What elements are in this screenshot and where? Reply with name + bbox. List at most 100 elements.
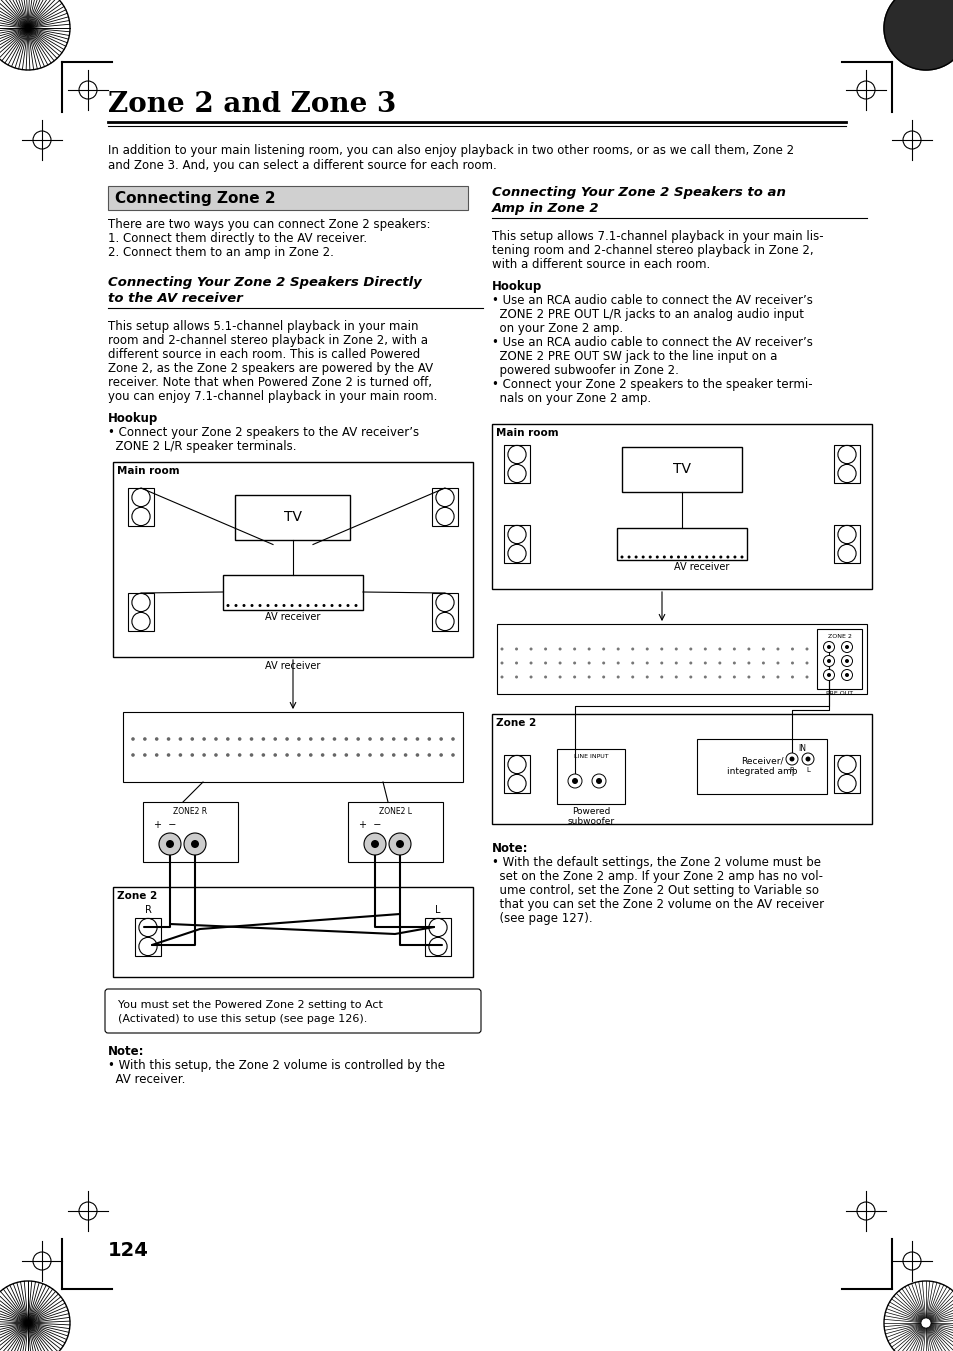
Circle shape	[296, 738, 300, 740]
Circle shape	[733, 555, 736, 558]
Circle shape	[234, 604, 237, 607]
Text: Connecting Your Zone 2 Speakers to an: Connecting Your Zone 2 Speakers to an	[492, 186, 785, 199]
Text: • Use an RCA audio cable to connect the AV receiver’s: • Use an RCA audio cable to connect the …	[492, 295, 812, 307]
Circle shape	[674, 676, 677, 678]
Circle shape	[427, 738, 431, 740]
Circle shape	[274, 604, 277, 607]
Text: Receiver/
integrated amp: Receiver/ integrated amp	[726, 757, 797, 777]
Circle shape	[683, 555, 686, 558]
Bar	[833, 444, 859, 484]
Text: IN: IN	[797, 744, 805, 753]
Circle shape	[166, 840, 173, 848]
Bar	[492, 424, 871, 589]
Circle shape	[776, 662, 779, 665]
Circle shape	[261, 738, 265, 740]
Circle shape	[251, 604, 253, 607]
Circle shape	[132, 738, 134, 740]
Bar	[432, 593, 457, 631]
Text: Amp in Zone 2: Amp in Zone 2	[492, 203, 599, 215]
Circle shape	[789, 757, 794, 762]
Circle shape	[178, 738, 182, 740]
Text: AV receiver: AV receiver	[674, 562, 729, 571]
Circle shape	[202, 754, 206, 757]
Circle shape	[601, 676, 604, 678]
Circle shape	[573, 647, 576, 650]
Circle shape	[619, 555, 623, 558]
Circle shape	[389, 834, 411, 855]
Circle shape	[338, 604, 341, 607]
Circle shape	[213, 754, 217, 757]
Bar	[135, 917, 161, 957]
Bar	[557, 748, 624, 804]
Text: L: L	[805, 767, 809, 773]
Circle shape	[616, 676, 619, 678]
Circle shape	[309, 754, 313, 757]
Circle shape	[266, 604, 269, 607]
Text: Main room: Main room	[496, 428, 558, 438]
Circle shape	[291, 604, 294, 607]
Text: (see page 127).: (see page 127).	[492, 912, 592, 925]
Text: ZONE 2: ZONE 2	[826, 634, 850, 639]
Circle shape	[790, 647, 793, 650]
Bar	[816, 630, 862, 689]
Circle shape	[659, 662, 662, 665]
Text: TV: TV	[284, 509, 302, 524]
Circle shape	[320, 754, 324, 757]
Circle shape	[451, 754, 455, 757]
Text: +  −: + −	[153, 820, 176, 830]
Circle shape	[826, 659, 830, 663]
Circle shape	[822, 655, 834, 666]
Text: Note:: Note:	[492, 842, 528, 855]
Circle shape	[330, 604, 334, 607]
Circle shape	[355, 604, 357, 607]
Circle shape	[368, 754, 372, 757]
Text: different source in each room. This is called Powered: different source in each room. This is c…	[108, 349, 420, 361]
Circle shape	[659, 676, 662, 678]
Circle shape	[500, 676, 503, 678]
Circle shape	[732, 647, 735, 650]
Circle shape	[364, 834, 386, 855]
Bar	[223, 574, 363, 609]
Circle shape	[627, 555, 630, 558]
Circle shape	[191, 738, 193, 740]
Circle shape	[596, 778, 601, 784]
Circle shape	[776, 647, 779, 650]
Circle shape	[746, 647, 750, 650]
Circle shape	[822, 642, 834, 653]
Circle shape	[712, 555, 715, 558]
Circle shape	[543, 676, 546, 678]
Circle shape	[698, 555, 700, 558]
Circle shape	[601, 647, 604, 650]
Circle shape	[674, 662, 677, 665]
Circle shape	[645, 676, 648, 678]
Circle shape	[154, 754, 158, 757]
Circle shape	[645, 647, 648, 650]
Circle shape	[184, 834, 206, 855]
Circle shape	[285, 738, 289, 740]
Text: +  −: + −	[358, 820, 381, 830]
Circle shape	[659, 647, 662, 650]
Bar	[503, 526, 530, 563]
Circle shape	[746, 662, 750, 665]
Circle shape	[439, 738, 442, 740]
Circle shape	[732, 662, 735, 665]
Circle shape	[704, 555, 707, 558]
Text: 124: 124	[108, 1242, 149, 1260]
Bar	[128, 488, 153, 526]
Circle shape	[202, 738, 206, 740]
Circle shape	[616, 647, 619, 650]
Circle shape	[826, 644, 830, 648]
Text: AV receiver.: AV receiver.	[108, 1073, 185, 1086]
Circle shape	[500, 647, 503, 650]
Circle shape	[634, 555, 637, 558]
Bar	[123, 712, 462, 782]
Bar	[424, 917, 451, 957]
Text: Hookup: Hookup	[492, 280, 541, 293]
Circle shape	[558, 676, 561, 678]
Circle shape	[587, 647, 590, 650]
Circle shape	[689, 662, 692, 665]
Circle shape	[403, 754, 407, 757]
Circle shape	[631, 647, 634, 650]
Circle shape	[804, 757, 810, 762]
Text: Zone 2: Zone 2	[117, 892, 157, 901]
